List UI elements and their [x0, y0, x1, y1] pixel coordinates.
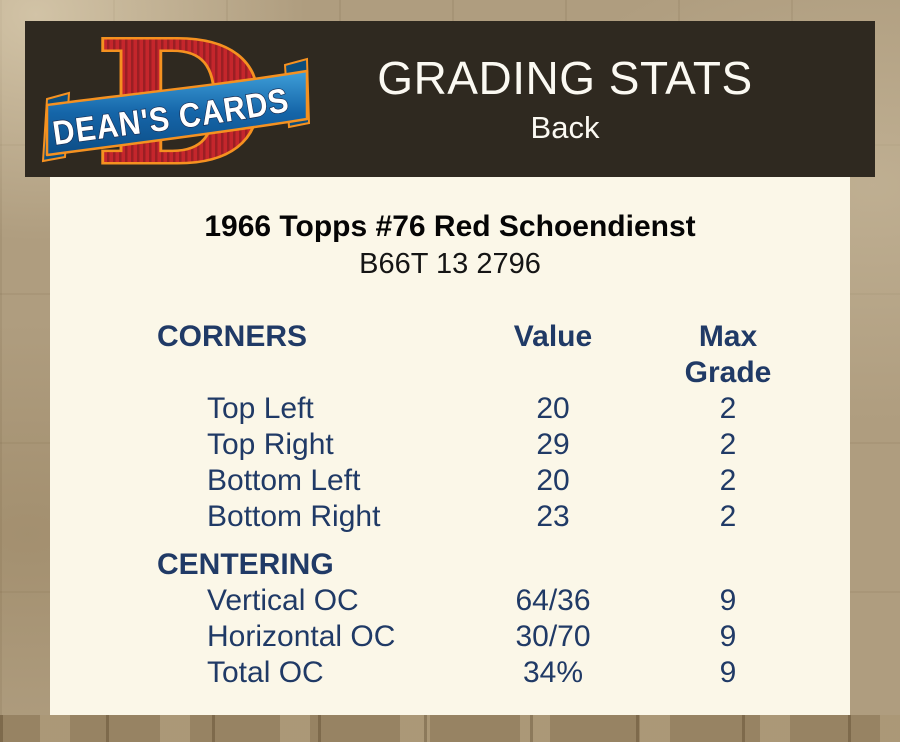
row-label: Top Left: [207, 392, 314, 425]
content-panel: 1966 Topps #76 Red Schoendienst B66T 13 …: [50, 177, 850, 715]
row-label: Vertical OC: [207, 584, 359, 617]
card-side-label: Back: [530, 110, 600, 145]
logo-ribbon: [45, 69, 309, 157]
table-row: Bottom Right 23 2: [157, 499, 850, 535]
row-value: 34%: [522, 656, 584, 689]
row-max-grade: 2: [719, 464, 737, 497]
page-title: GRADING STATS: [377, 52, 753, 104]
section-header-centering: CENTERING: [157, 548, 334, 581]
header-text-block: GRADING STATS Back: [355, 21, 775, 177]
background-card-strip: [0, 715, 900, 742]
row-label: Total OC: [207, 656, 324, 689]
row-max-grade: 2: [719, 500, 737, 533]
row-label: Horizontal OC: [207, 620, 396, 653]
row-max-grade: 2: [719, 392, 737, 425]
row-max-grade: 9: [719, 656, 737, 689]
section-header-corners: CORNERS: [157, 320, 308, 353]
section-header-row-corners: CORNERS Value Max Grade: [157, 319, 850, 391]
row-max-grade: 9: [719, 584, 737, 617]
row-value: 20: [536, 392, 570, 425]
row-value: 23: [536, 500, 570, 533]
table-row: Top Left 20 2: [157, 391, 850, 427]
table-row: Top Right 29 2: [157, 427, 850, 463]
row-max-grade: 9: [719, 620, 737, 653]
card-code: B66T 13 2796: [359, 248, 541, 280]
row-label: Bottom Left: [207, 464, 361, 497]
row-max-grade: 2: [719, 428, 737, 461]
row-value: 29: [536, 428, 570, 461]
deans-cards-logo-graphic: D DEAN'S CARDS: [41, 2, 311, 205]
section-header-row-centering: CENTERING: [157, 547, 850, 583]
grading-stats-table: CORNERS Value Max Grade Top Left 20 2 To…: [50, 319, 850, 691]
header-bar: D DEAN'S CARDS GRADING STATS Back: [25, 2, 875, 205]
row-value: 30/70: [515, 620, 591, 653]
card-title: 1966 Topps #76 Red Schoendienst: [204, 210, 696, 243]
table-row: Total OC 34% 9: [157, 655, 850, 691]
column-header-max-grade: Max Grade: [684, 320, 772, 389]
table-row: Vertical OC 64/36 9: [157, 583, 850, 619]
table-row: Bottom Left 20 2: [157, 463, 850, 499]
row-label: Bottom Right: [207, 500, 381, 533]
row-value: 20: [536, 464, 570, 497]
table-row: Horizontal OC 30/70 9: [157, 619, 850, 655]
row-value: 64/36: [515, 584, 591, 617]
column-header-value: Value: [513, 320, 593, 353]
deans-cards-logo: D DEAN'S CARDS: [41, 2, 313, 205]
row-label: Top Right: [207, 428, 334, 461]
